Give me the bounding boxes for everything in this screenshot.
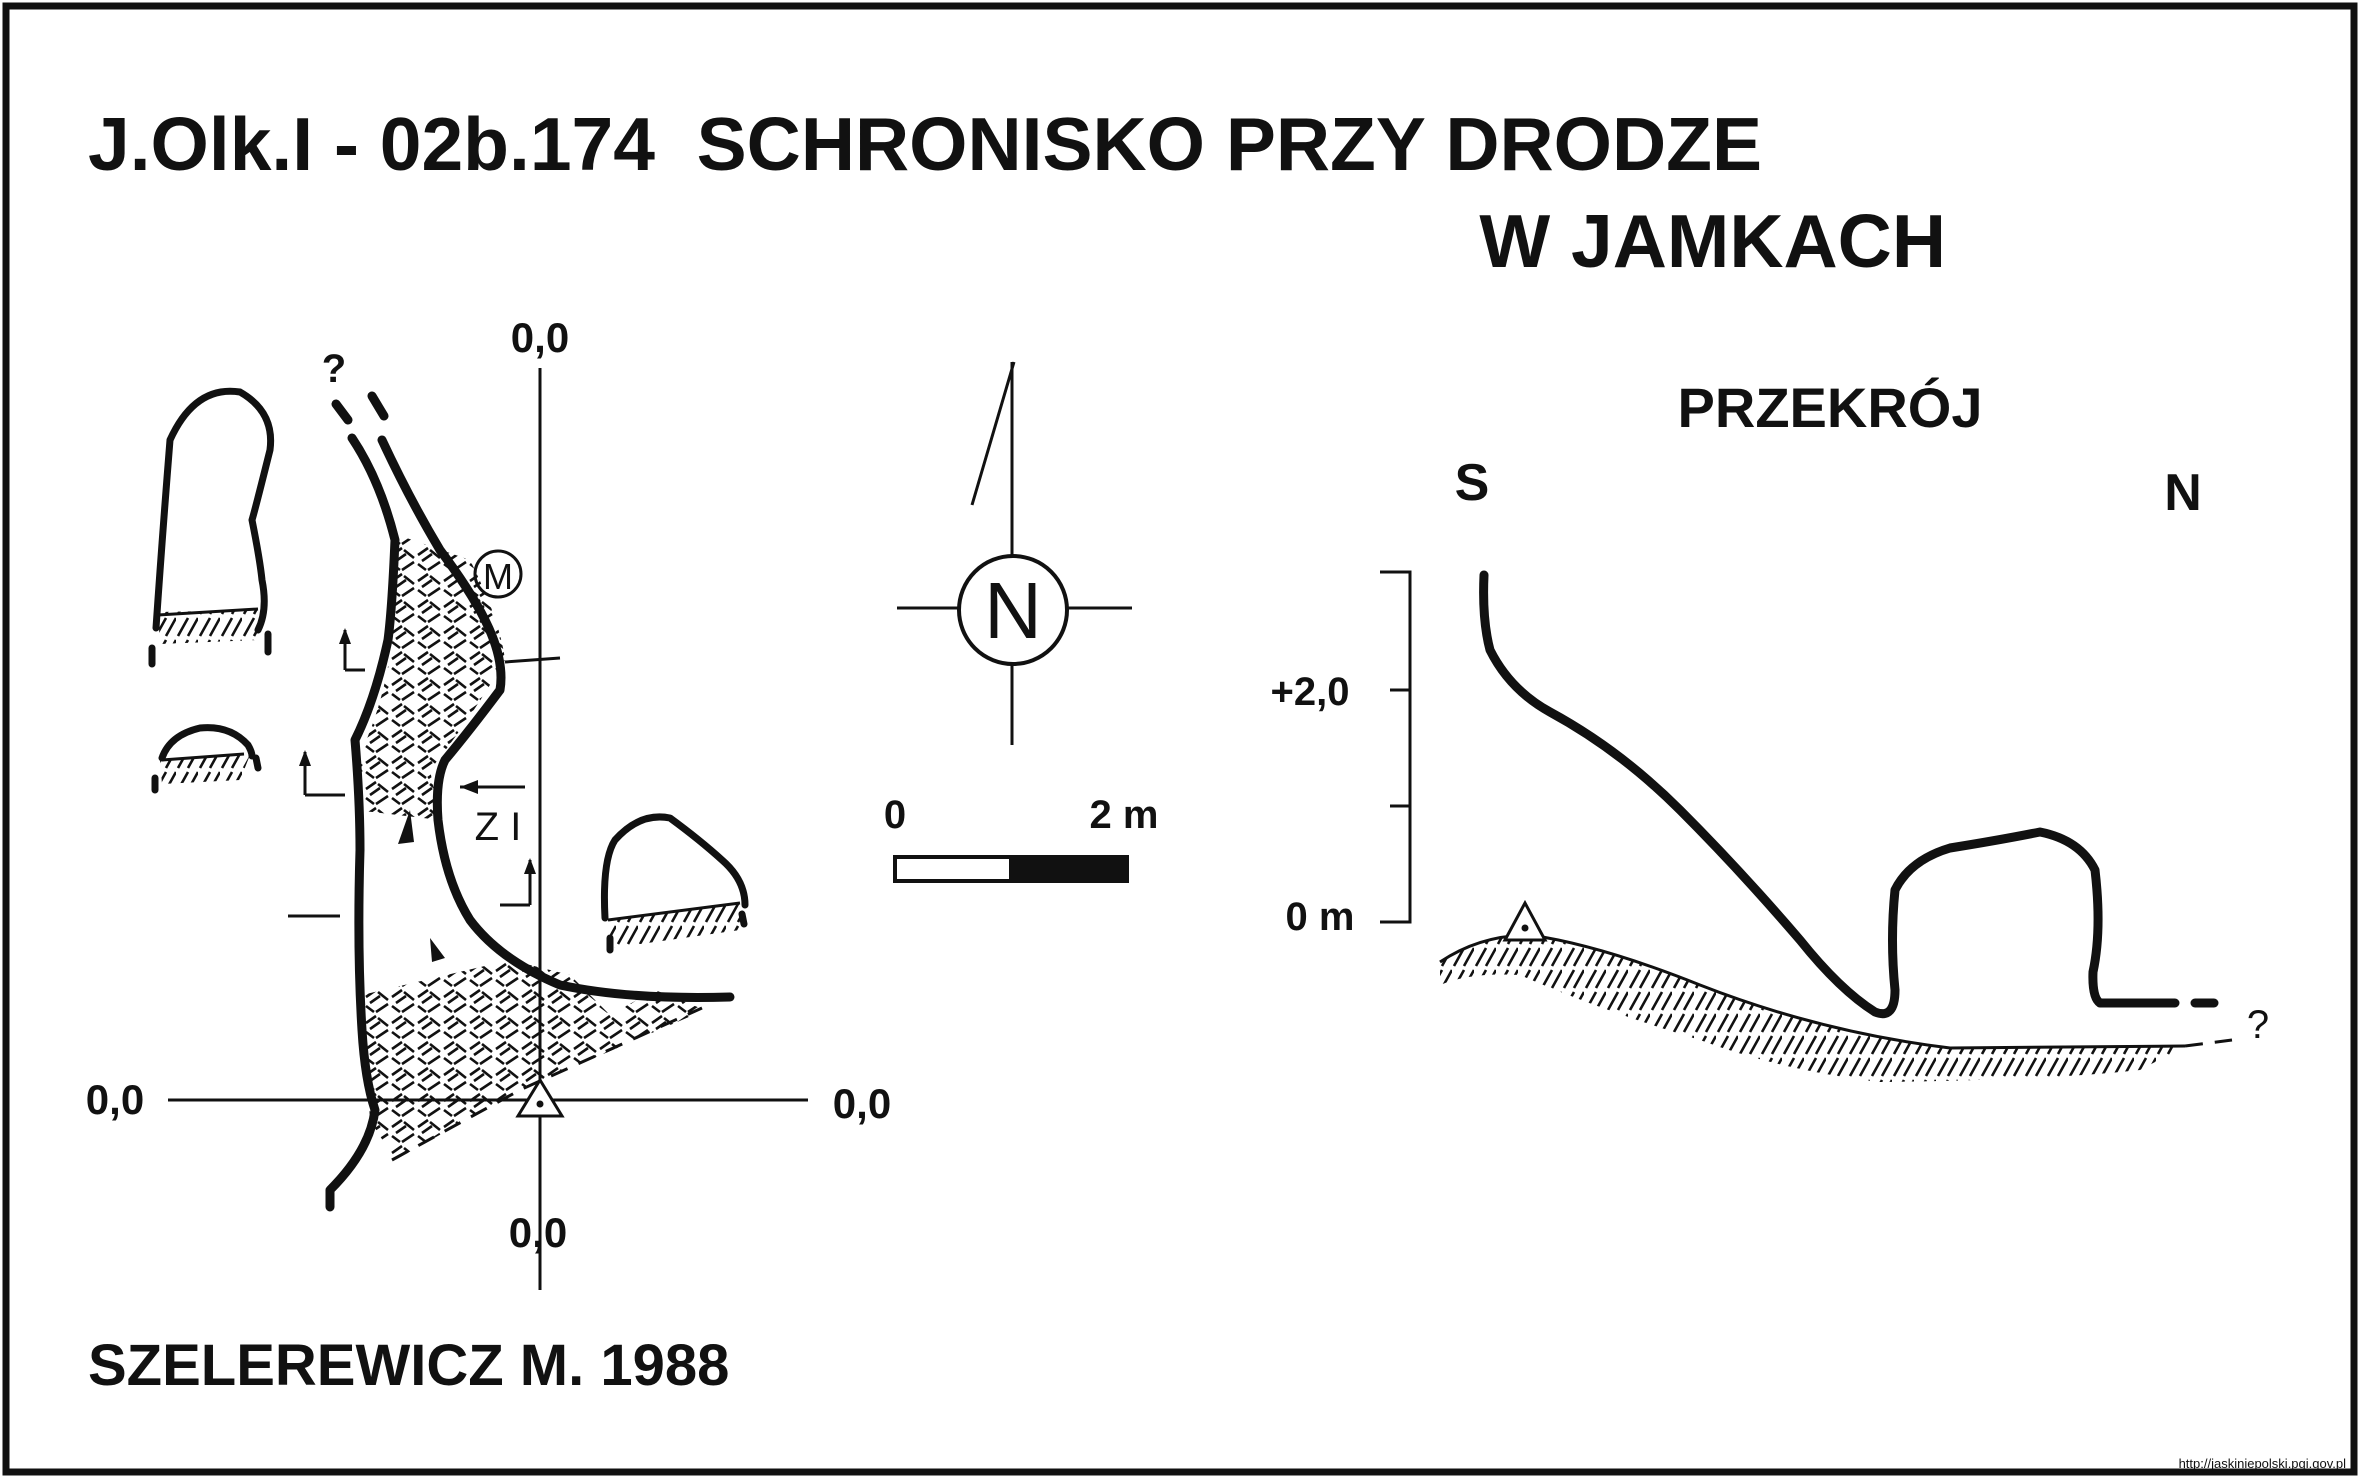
section-ceiling-profile — [1479, 570, 2180, 1019]
cross-section-view: PRZEKRÓJ S N +2,0 0 m ? — [1271, 376, 2269, 1082]
alcove-middle-floor-line — [161, 752, 245, 762]
slope-arrow-2 — [430, 938, 445, 962]
alcove-right-stubs — [606, 910, 748, 954]
alcove-right-floor-line — [607, 901, 741, 922]
scale-end-label: 2 m — [1090, 793, 1159, 837]
alcove-middle-stubs — [151, 754, 262, 794]
corridor-right-wall — [377, 435, 735, 1002]
rubble-fill-upper — [355, 535, 505, 820]
section-floor-continuation — [2184, 1038, 2233, 1048]
scale-bar-white — [893, 855, 1013, 883]
plan-view: 0,0 0,0 0,0 0,0 ? M Z I — [86, 314, 891, 1290]
alcove-upper-floor — [158, 610, 260, 644]
direction-south: S — [1455, 454, 1490, 512]
north-letter: N — [984, 566, 1042, 655]
section-entrance-triangle — [1502, 899, 1548, 942]
section-arrow-mid — [460, 780, 478, 794]
north-arrow: N — [897, 361, 1132, 745]
alcove-upper-stubs — [148, 630, 272, 668]
north-needle — [970, 361, 1016, 506]
marker-circle — [473, 549, 523, 599]
entrance-point — [536, 1100, 544, 1108]
alcove-middle-floor — [160, 755, 250, 784]
scale-bar-black — [1009, 855, 1129, 883]
marker-m-label: M — [483, 556, 513, 597]
author-credit: SZELEREWICZ M. 1988 — [88, 1333, 729, 1398]
section-hook-arrow-3 — [524, 858, 536, 874]
corridor-dashed-continuation — [331, 391, 389, 425]
section-zi-label: Z I — [475, 805, 522, 849]
section-hook-left-2 — [303, 752, 345, 797]
section-hook-arrow-1 — [339, 628, 351, 644]
title-line-1: J.Olk.I - 02b.174 SCHRONISKO PRZY DRODZE — [88, 102, 1762, 186]
footer-url: http://jaskiniepolski.pgi.gov.pl — [2179, 1456, 2347, 1471]
alcove-right-floor — [608, 902, 742, 948]
section-line-upper — [504, 656, 561, 664]
section-entrance-point — [1521, 924, 1529, 932]
section-vertical-scale — [1380, 570, 1412, 924]
section-title: PRZEKRÓJ — [1678, 376, 1983, 439]
axis-label-left: 0,0 — [86, 1076, 144, 1123]
section-floor-fill — [1440, 935, 2185, 1082]
section-label-lower: 0 m — [1286, 895, 1355, 939]
section-line-lower — [288, 860, 532, 918]
slope-arrow-1 — [398, 810, 414, 844]
corridor-left-wall — [325, 433, 400, 1212]
entrance-dripline — [391, 1006, 703, 1162]
alcove-upper-floor-line — [157, 607, 259, 617]
direction-north: N — [2164, 464, 2202, 522]
section-hook-arrow-2 — [299, 750, 311, 766]
axis-label-right: 0,0 — [833, 1080, 891, 1127]
alcove-upper-wall — [152, 387, 275, 634]
scale-start-label: 0 — [884, 793, 906, 837]
axis-label-bottom: 0,0 — [509, 1209, 567, 1256]
section-floor-line — [1439, 933, 2186, 1050]
alcove-right-wall — [600, 813, 749, 922]
title-line-2: W JAMKACH — [1479, 199, 1946, 283]
entrance-triangle — [515, 1077, 565, 1118]
unknown-passage-mark: ? — [322, 347, 346, 391]
section-label-upper: +2,0 — [1271, 670, 1350, 714]
north-circle — [957, 554, 1069, 666]
alcove-middle-wall — [158, 724, 256, 762]
axis-label-top: 0,0 — [511, 314, 569, 361]
scale-bar: 0 2 m — [884, 793, 1159, 883]
section-unknown-mark: ? — [2247, 1003, 2269, 1047]
rubble-fill-lower — [362, 960, 705, 1160]
